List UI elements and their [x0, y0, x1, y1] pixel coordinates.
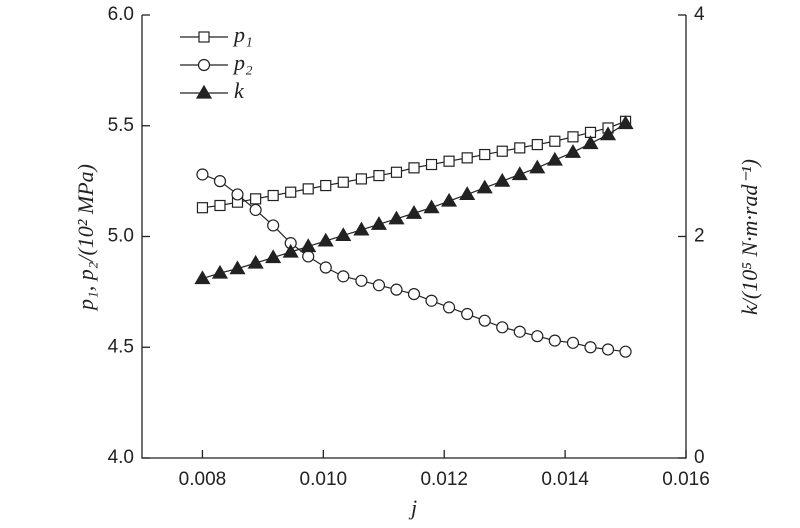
marker: [442, 301, 456, 314]
marker: [407, 287, 421, 301]
y2-tick-label: 4: [694, 4, 705, 25]
marker: [617, 115, 634, 130]
marker: [320, 179, 332, 192]
marker: [425, 158, 438, 171]
marker: [247, 254, 264, 269]
marker: [267, 189, 279, 202]
y-tick-label: 5.0: [108, 226, 134, 247]
marker: [601, 343, 615, 356]
marker: [214, 199, 226, 212]
marker: [213, 175, 227, 188]
marker: [479, 148, 491, 161]
marker: [229, 260, 246, 275]
marker: [355, 173, 368, 185]
legend-label: p₂: [232, 50, 253, 75]
marker: [302, 250, 315, 263]
marker: [582, 135, 599, 150]
y-tick-label: 5.5: [108, 115, 134, 136]
marker: [390, 283, 403, 296]
y2-tick-label: 2: [694, 226, 705, 247]
marker: [459, 186, 476, 201]
marker: [549, 135, 561, 147]
x-tick-label: 0.012: [420, 469, 468, 490]
marker: [425, 294, 438, 307]
y-axis-label: p₁, p₂/(10² MPa): [73, 164, 98, 312]
marker: [584, 341, 597, 354]
marker: [564, 144, 582, 158]
marker: [388, 210, 405, 225]
marker: [337, 176, 349, 188]
marker: [461, 307, 474, 321]
x-tick-label: 0.014: [541, 469, 589, 490]
x-tick-label: 0.016: [662, 469, 710, 490]
marker: [496, 145, 508, 157]
legend-marker: [197, 58, 211, 72]
y-tick-label: 4.0: [108, 447, 134, 468]
marker: [335, 227, 352, 241]
marker: [372, 279, 386, 292]
marker: [285, 186, 297, 198]
marker: [619, 345, 632, 358]
marker: [476, 179, 493, 194]
marker: [548, 334, 561, 347]
y2-axis-label: k/(10⁵ N·m·rad⁻¹): [737, 159, 762, 315]
marker: [300, 238, 317, 253]
marker: [441, 192, 458, 207]
marker: [373, 169, 385, 182]
marker: [249, 203, 262, 217]
x-axis-label: j: [408, 495, 417, 520]
marker: [599, 126, 617, 141]
marker: [355, 274, 368, 287]
legend-label: k: [234, 78, 245, 103]
marker: [496, 321, 509, 334]
marker: [267, 219, 280, 232]
marker: [567, 131, 579, 143]
marker: [265, 249, 282, 264]
axes-frame: [141, 15, 687, 459]
legend-marker: [198, 31, 210, 43]
marker: [194, 270, 211, 285]
marker: [513, 325, 526, 338]
marker: [319, 261, 332, 274]
marker: [511, 166, 528, 181]
marker: [478, 314, 491, 327]
marker: [531, 330, 544, 343]
marker: [566, 336, 580, 349]
marker: [370, 216, 387, 230]
marker: [211, 264, 229, 279]
marker: [337, 270, 350, 283]
marker: [514, 142, 526, 154]
marker: [231, 188, 244, 201]
legend-label: p₁: [232, 22, 253, 47]
marker: [494, 172, 511, 187]
marker: [196, 168, 209, 181]
y-tick-label: 4.5: [108, 336, 134, 357]
marker: [405, 205, 423, 219]
x-tick-label: 0.008: [179, 469, 227, 490]
x-tick-label: 0.010: [300, 469, 348, 490]
series-line: [202, 123, 626, 280]
marker: [317, 232, 334, 247]
y2-tick-label: 0: [694, 447, 705, 468]
marker: [302, 183, 314, 195]
marker: [282, 243, 299, 258]
marker: [353, 221, 370, 236]
marker: [546, 151, 563, 166]
legend-marker: [195, 84, 213, 99]
marker: [461, 152, 473, 164]
marker: [423, 199, 440, 214]
marker: [390, 166, 403, 178]
marker: [531, 138, 543, 151]
marker: [443, 155, 455, 167]
marker: [408, 162, 420, 174]
y-tick-label: 6.0: [108, 4, 134, 25]
marker: [196, 202, 209, 214]
marker: [529, 159, 546, 174]
marker: [250, 193, 262, 205]
